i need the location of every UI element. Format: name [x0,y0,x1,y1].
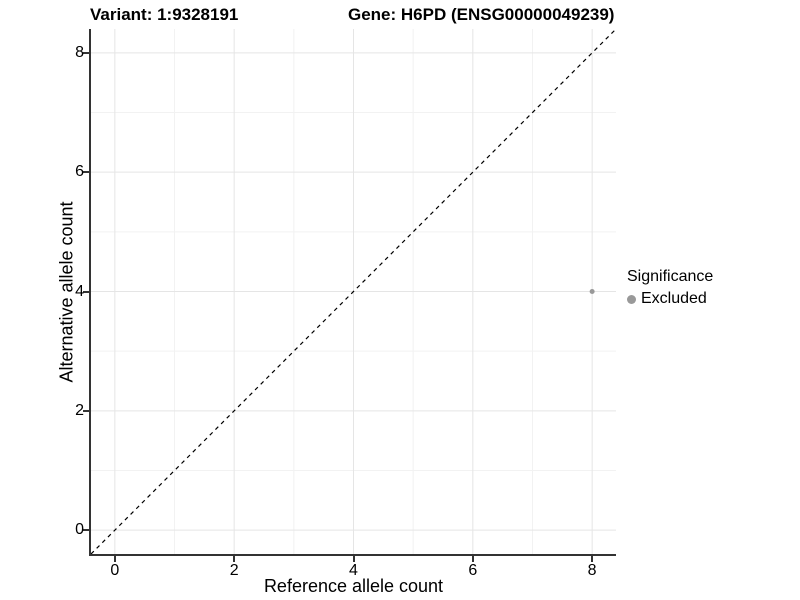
data-point [589,289,595,294]
plot-title-variant: Variant: 1:9328191 [90,5,239,24]
plot-canvas [91,29,616,554]
legend: Significance Excluded [627,268,713,308]
x-axis-title: Reference allele count [263,576,444,596]
x-tick-label: 6 [468,562,478,579]
x-tick-label: 8 [587,562,597,579]
x-tick-mark [113,556,116,562]
x-tick-mark [352,556,355,562]
x-tick-mark [471,556,474,562]
legend-point-icon [627,294,636,304]
y-tick-label: 6 [75,163,84,181]
legend-title: Significance [627,268,714,285]
x-tick-label: 0 [110,562,120,579]
plot-panel [89,29,616,556]
x-tick-mark [591,556,594,562]
y-tick-label: 2 [75,401,84,419]
legend-item-excluded: Excluded [627,290,713,308]
y-tick-mark [83,171,89,174]
y-tick-mark [83,409,89,412]
identity-dashed-line [91,29,616,554]
x-tick-mark [233,556,236,562]
y-tick-mark [83,51,89,54]
y-tick-mark [83,290,89,293]
x-tick-label: 4 [349,562,358,579]
y-tick-mark [83,529,89,532]
y-tick-label: 8 [75,43,84,61]
legend-item-label: Excluded [641,290,707,307]
y-tick-label: 0 [75,521,84,539]
y-tick-label: 4 [75,282,84,300]
x-tick-label: 2 [229,562,239,579]
plot-title-gene: Gene: H6PD (ENSG00000049239) [348,5,615,24]
